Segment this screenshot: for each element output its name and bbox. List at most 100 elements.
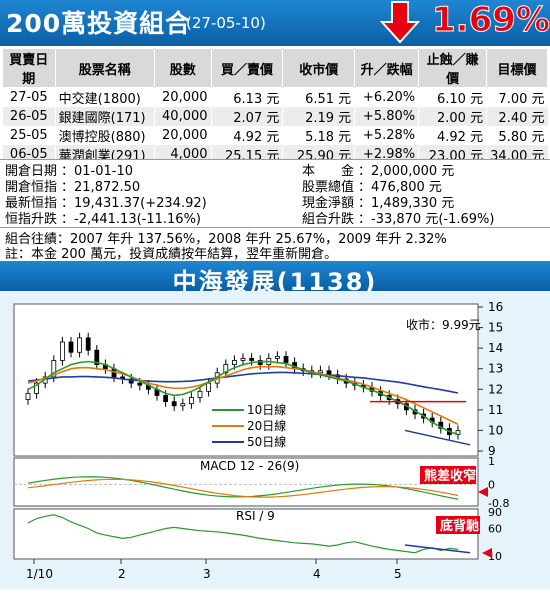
candle-body — [85, 337, 91, 351]
candle-body — [231, 360, 237, 366]
trend-line — [404, 429, 471, 446]
portfolio-summary: 開倉日期 ：01-01-10 開倉恒指 ：21,872.50 最新恒指 ：19,431.3… — [0, 159, 550, 262]
summary-item: 開倉恒指 ：21,872.50 — [5, 176, 140, 195]
price-tick-label: 14 — [488, 341, 503, 355]
close-label: 收市：9.99元 — [406, 317, 481, 332]
rsi-title: RSI / 9 — [236, 509, 275, 523]
table-cell: 25-05 — [2, 126, 56, 145]
summary-label: 恒指升跌 — [5, 212, 58, 227]
candle-body — [77, 337, 82, 353]
table-row: 26-05 銀建國際(171) 40,000 2.07 元 2.19 元 +5.80% 2.… — [2, 107, 548, 126]
portfolio-date: (27-05-10) — [186, 14, 266, 32]
candle-body — [171, 401, 177, 407]
table-header-row: 買賣日期 股票名稱 股數 買／賣價 收市價 升／跌幅 止蝕／賺價 目標價 — [2, 48, 548, 88]
summary-label: 開倉恒指 — [5, 180, 58, 195]
table-cell: 2.00 元 — [418, 107, 487, 126]
candle-body — [128, 378, 134, 384]
summary-colon: ： — [61, 212, 75, 227]
rsi-annotation: 底背馳 — [440, 518, 479, 534]
macd-axis-label: -0.8 — [488, 497, 509, 510]
table-cell: +6.20% — [354, 87, 419, 107]
summary-item: 最新恒指 ：19,431.37(+234.92) — [5, 192, 207, 211]
rsi-annotation-arrow — [482, 548, 492, 558]
summary-value: 01-01-10 — [74, 164, 134, 179]
candle-body — [274, 355, 280, 359]
history-text: 組合往績：2007 年升 137.56%，2008 年升 25.67%，2009… — [5, 232, 447, 247]
column-header: 股數 — [153, 48, 212, 88]
macd-axis-label: 0 — [488, 478, 495, 491]
macd-panel — [13, 457, 479, 507]
legend-label: 50日線 — [247, 434, 286, 449]
candle-body — [317, 370, 323, 374]
column-header: 買賣日期 — [2, 48, 56, 88]
column-header: 收市價 — [282, 48, 356, 88]
price-tick-label: 11 — [488, 403, 503, 417]
rsi-annotation-box — [436, 516, 480, 534]
table-cell: 2.07 元 — [210, 107, 283, 126]
price-panel — [13, 303, 479, 457]
table-cell: 40,000 — [153, 107, 212, 126]
price-tick-label: 9 — [488, 444, 496, 458]
summary-label: 最新恒指 — [5, 196, 58, 211]
candle-body — [94, 349, 100, 366]
table-row: 27-05 中交建(1800) 20,000 6.13 元 6.51 元 +6.20% 6.… — [2, 87, 548, 107]
x-tick-label: 2 — [118, 567, 126, 581]
summary-label: 本 金 — [302, 164, 355, 179]
summary-label: 組合升跌 — [302, 212, 355, 227]
summary-value: 19,431.37(+234.92) — [74, 196, 207, 211]
down-arrow-icon — [380, 1, 420, 44]
stock-chart: 16 15 14 13 12 11 10 9 收市：9.99元 10日線 20日線 50日線 MACD … — [0, 291, 550, 589]
note-text: 註：本金 200 萬元，投資成績按年結算，翌年重新開倉。 — [5, 247, 338, 262]
candle-body — [180, 403, 186, 407]
table-cell: 澳博控股(880) — [54, 126, 155, 145]
summary-label: 現金淨額 — [302, 196, 355, 211]
macd-annotation-arrow — [478, 487, 488, 497]
candle-body — [455, 430, 461, 435]
table-cell: 20,000 — [153, 87, 212, 107]
table-cell: 6.10 元 — [418, 87, 487, 107]
summary-item: 股票總值 ：476,800 元 — [302, 176, 442, 195]
candle-body — [25, 393, 31, 400]
ma50-line — [27, 371, 459, 394]
legend-label: 10日線 — [247, 402, 286, 417]
summary-label: 開倉日期 — [5, 164, 58, 179]
summary-colon: ： — [358, 164, 372, 179]
candle-body — [60, 341, 65, 361]
price-tick-label: 12 — [488, 382, 503, 396]
summary-item: 開倉日期 ：01-01-10 — [5, 160, 133, 179]
column-header: 買／賣價 — [210, 48, 284, 88]
macd-title: MACD 12 - 26(9) — [200, 459, 299, 473]
table-cell: 26-05 — [2, 107, 56, 126]
table-cell: 2.19 元 — [282, 107, 355, 126]
candle-body — [51, 360, 57, 378]
summary-value: -33,870 元(-1.69%) — [371, 212, 495, 227]
candle-body — [188, 397, 194, 405]
column-header: 升／跌幅 — [354, 48, 420, 88]
summary-colon: ： — [61, 196, 75, 211]
portfolio-title: 200萬投資組合 — [6, 9, 192, 38]
candle-body — [68, 341, 74, 353]
table-cell: 5.80 元 — [486, 126, 548, 145]
rsi-panel — [13, 508, 479, 560]
candle-body — [34, 382, 39, 394]
portfolio-performance: 1.69% — [432, 0, 550, 41]
x-tick-label: 4 — [313, 567, 321, 581]
table-cell: 5.18 元 — [282, 126, 355, 145]
macd-signal-line — [27, 478, 459, 498]
summary-value: 476,800 元 — [371, 180, 442, 195]
summary-label: 股票總值 — [302, 180, 355, 195]
macd-axis-label: 1 — [488, 455, 495, 468]
table-cell: 7.00 元 — [486, 87, 548, 107]
x-tick-label: 5 — [394, 567, 402, 581]
price-tick-label: 10 — [488, 423, 503, 437]
summary-colon: ： — [358, 180, 372, 195]
summary-colon: ： — [61, 180, 75, 195]
summary-item: 現金淨額 ：1,489,330 元 — [302, 192, 454, 211]
summary-item: 恒指升跌 ：-2,441.13(-11.16%) — [5, 208, 201, 227]
table-cell: 中交建(1800) — [54, 87, 155, 107]
column-header: 止蝕／賺價 — [418, 48, 488, 88]
ma20-line — [27, 365, 459, 425]
summary-item: 本 金：2,000,000 元 — [302, 160, 454, 179]
table-cell: 4.92 元 — [210, 126, 283, 145]
